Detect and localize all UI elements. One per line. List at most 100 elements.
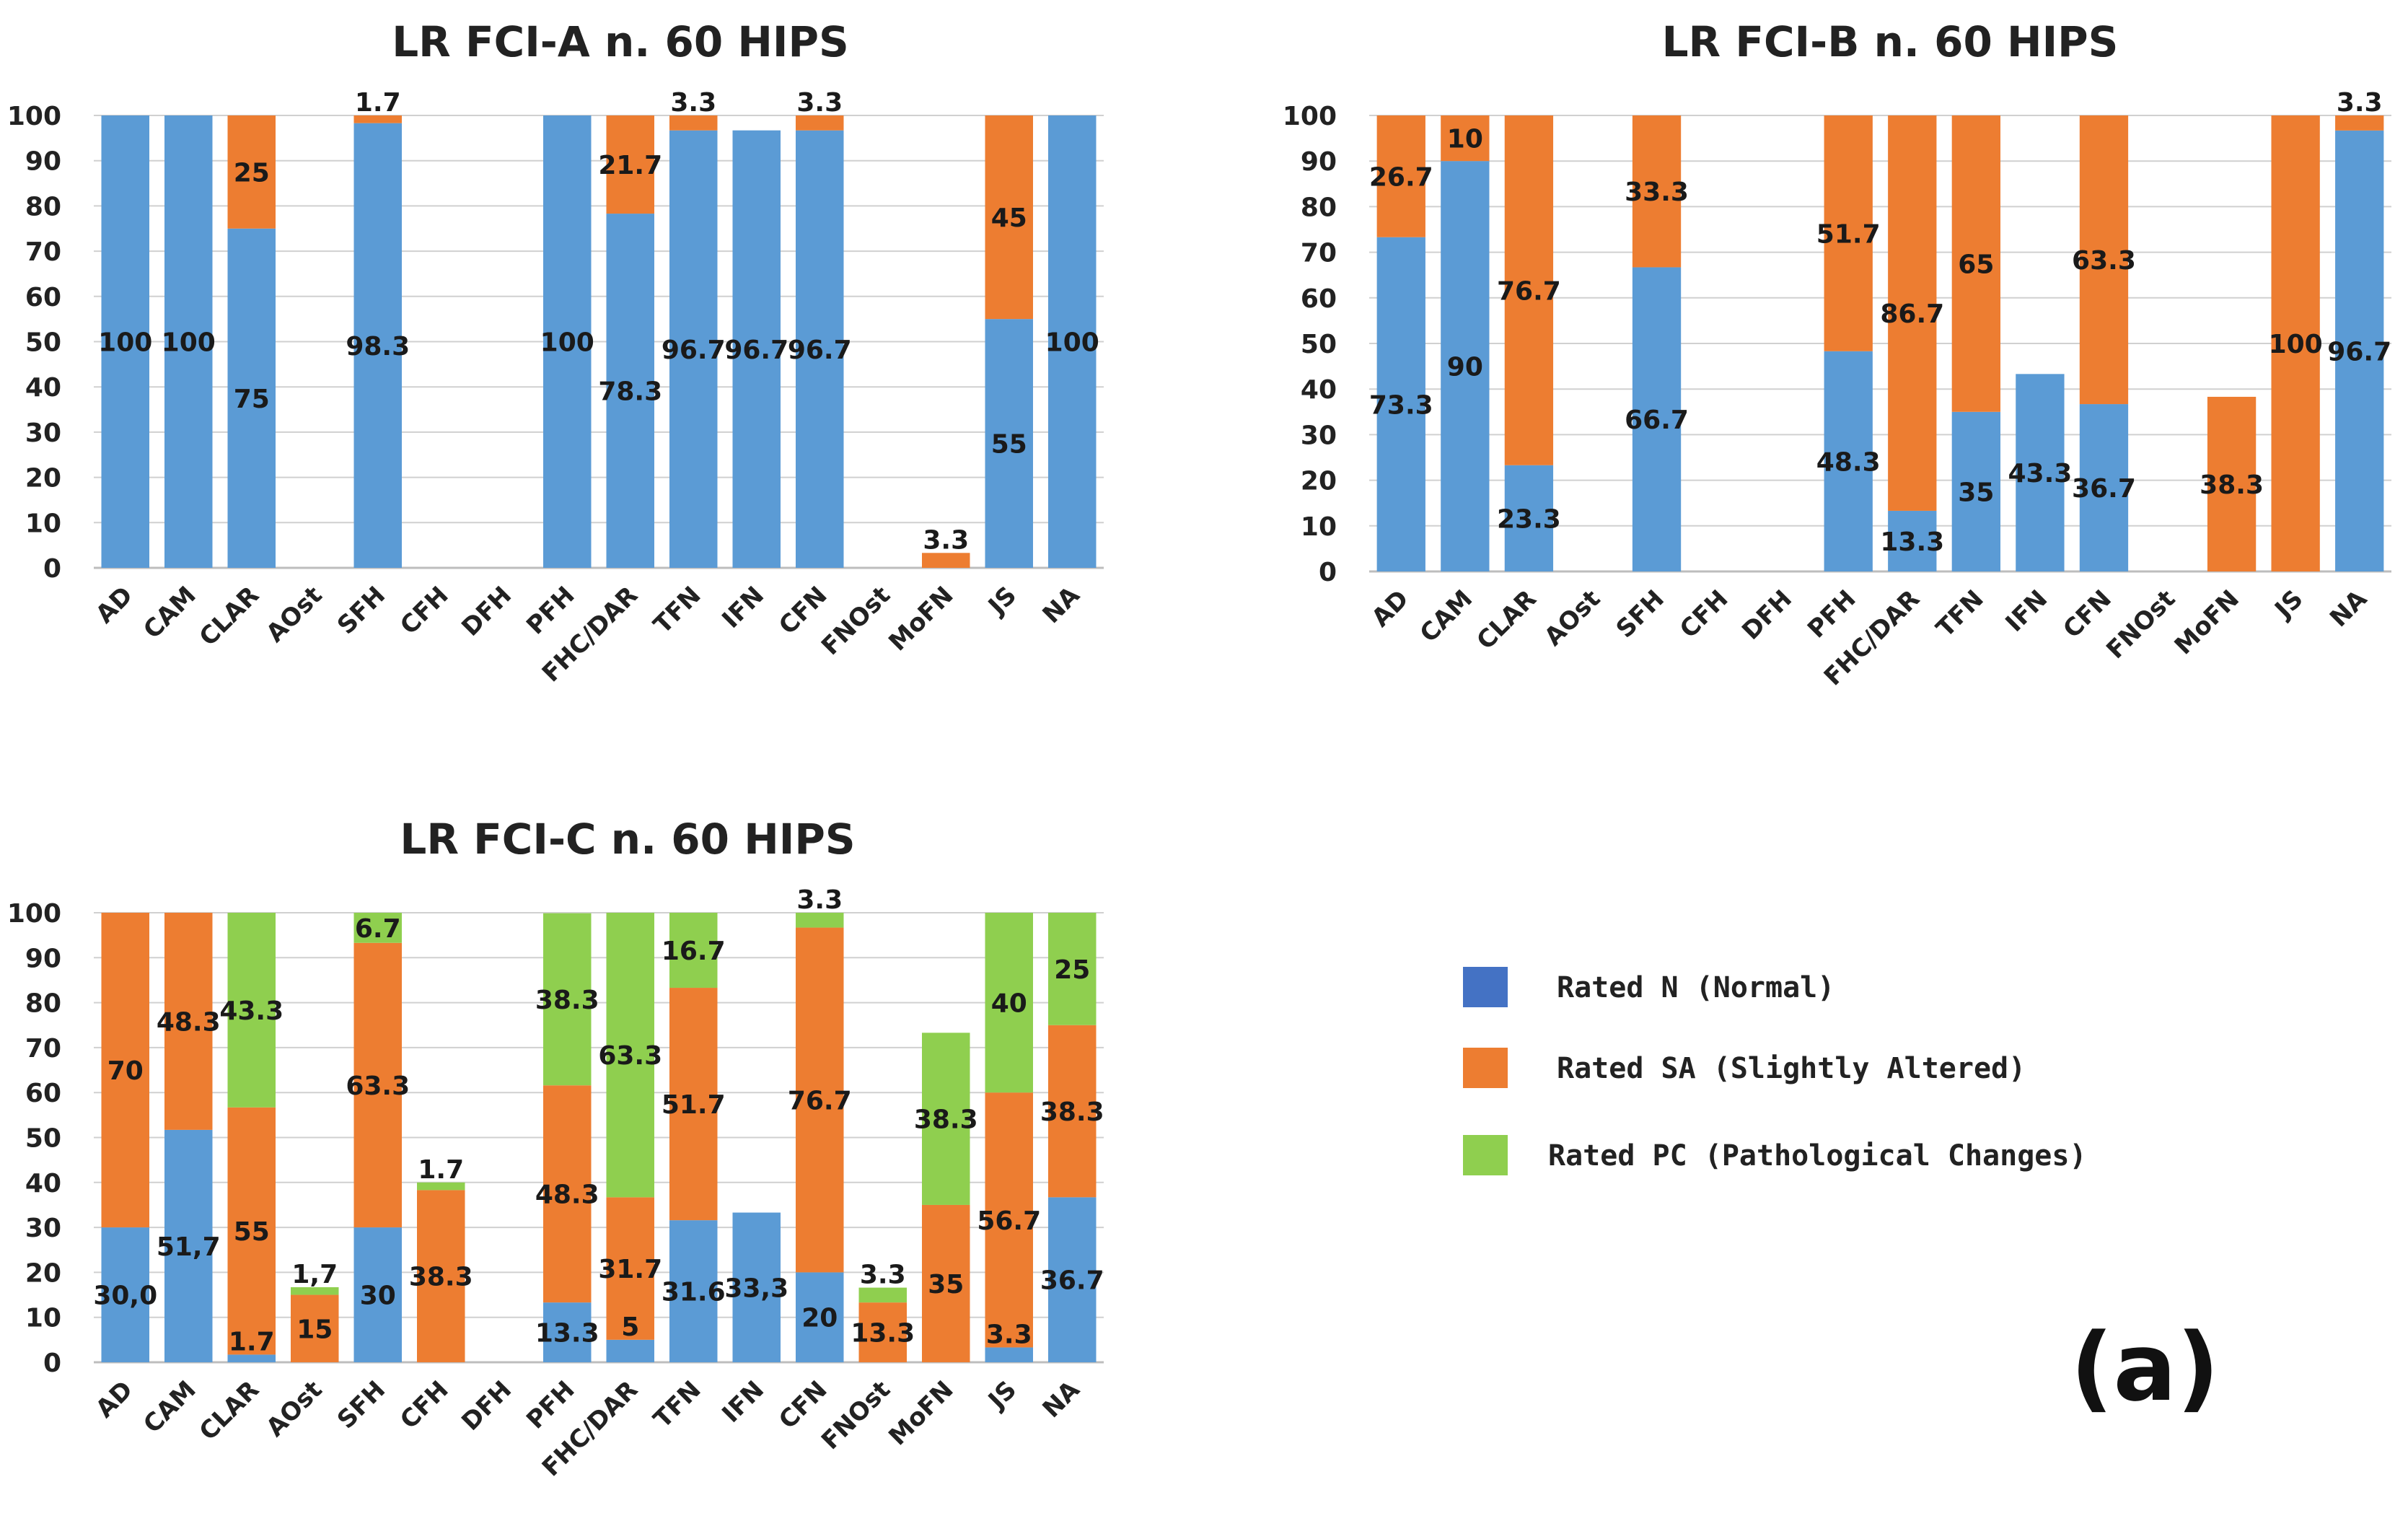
data-label-na-n: 100 [1045,328,1099,358]
bar-cfn-pc [796,913,844,928]
data-label-ad-n: 30,0 [93,1281,157,1311]
x-tick-label: IFN [716,581,770,634]
data-label-clar-n: 75 [234,385,270,414]
data-label-js-n: 3.3 [986,1320,1032,1349]
bar-tfn-n [669,1220,718,1362]
y-tick-label: 10 [25,509,61,538]
bar-ad-sa [101,913,149,1228]
data-label-cfn-n: 20 [801,1304,838,1333]
bar-cam-n [164,115,213,568]
bar-sfh-n [353,1227,402,1362]
y-tick-label: 10 [25,1304,61,1333]
legend-label-normal: Rated N (Normal) [1557,971,1834,1004]
x-tick-label: SFH [1611,584,1670,644]
x-tick-label: SFH [332,581,391,640]
chart-lr-fci-b: LR FCI-B n. 60 HIPS 0 10 20 30 40 50 60 70 80 90 10… [1283,17,2391,691]
bar-ad-n [101,1227,149,1362]
y-tick-label: 20 [25,1258,61,1288]
y-tick-label: 70 [25,1034,61,1064]
data-label-js-n: 55 [991,430,1027,460]
x-tick-label: FNOst [816,1375,896,1455]
y-tick-label: 0 [1319,558,1337,587]
data-label-fhc-dar-pc: 63.3 [598,1041,662,1071]
data-label-mofn-sa: 35 [928,1270,964,1299]
x-tick-label: CAM [1415,584,1478,648]
bar-js-sa [985,1092,1033,1348]
data-label-aost-pc: 1,7 [291,1260,338,1289]
bar-tfn-pc [669,913,718,989]
y-tick-label: 100 [7,899,61,929]
data-label-tfn-n: 96.7 [662,336,726,365]
data-label-ifn-n: 43.3 [2008,459,2072,488]
bar-cfn-n [2079,404,2129,571]
data-label-fnost-sa: 13.3 [851,1319,915,1349]
x-tick-label: JS [982,1375,1022,1416]
data-label-ad-n: 100 [98,328,152,358]
bar-ad-sa [1376,115,1425,237]
data-label-js-sa: 100 [2269,330,2323,359]
bar-tfn-sa [1951,115,2000,412]
x-tick-label: CLAR [194,581,265,652]
x-tick-label: CFN [2057,584,2117,644]
legend: Rated N (Normal) Rated SA (Slightly Alte… [1463,967,2087,1175]
data-label-fnost-pc: 3.3 [860,1261,906,1290]
data-label-tfn-n: 35 [1958,478,1994,507]
x-tick-label: CFH [395,581,454,640]
data-label-cfn-n: 36.7 [2072,474,2136,504]
data-label-cfn-pc: 3.3 [796,885,843,915]
bar-na-sa [1048,1025,1097,1198]
bar-cfn-sa [796,927,844,1273]
x-tick-label: IFN [2000,584,2053,638]
figure-label: (a) [2070,1312,2220,1422]
data-label-sfh-pc: 6.7 [355,914,401,944]
y-tick-label: 10 [1301,512,1337,542]
data-label-clar-sa: 76.7 [1497,276,1561,306]
y-tick-label: 60 [25,283,61,312]
bar-cam-sa [164,913,213,1130]
legend-swatch-slightly-altered [1463,1048,1508,1088]
data-label-ad-sa: 70 [107,1056,144,1086]
bar-clar-sa [227,115,276,229]
data-label-cam-sa: 48.3 [157,1007,221,1037]
bar-fhc-dar-n [1888,510,1937,571]
data-label-pfh-sa: 48.3 [535,1180,599,1210]
data-label-clar-n: 1.7 [229,1327,275,1356]
y-tick-label: 30 [25,418,61,448]
x-tick-label: CFN [773,581,832,640]
data-label-ifn-n: 33,3 [724,1274,788,1303]
x-tick-label: TFN [648,581,706,639]
chart-title: LR FCI-A n. 60 HIPS [392,17,849,66]
y-tick-label: 50 [25,328,61,358]
y-tick-label: 20 [1301,467,1337,496]
x-tick-label: FNOst [816,581,896,661]
x-tick-label: NA [1037,1375,1086,1424]
legend-label-slightly-altered: Rated SA (Slightly Altered) [1557,1052,2026,1085]
data-label-fhc-dar-n: 78.3 [598,377,662,407]
data-label-tfn-sa: 65 [1958,250,1994,279]
bar-fhc-dar-n [606,214,654,568]
y-tick-label: 70 [1301,239,1337,268]
bar-mofn-sa [2207,396,2257,571]
data-label-cam-n: 90 [1447,353,1483,382]
bar-sfh-pc [353,913,402,943]
bar-cfn-n [796,130,844,569]
bar-fhc-dar-pc [606,913,654,1198]
bar-sfh-sa [1632,115,1682,268]
bar-cam-sa [1441,115,1490,162]
data-label-sfh-sa: 33.3 [1625,177,1689,207]
x-tick-label: CAM [138,581,201,644]
data-label-tfn-pc: 16.7 [662,937,726,966]
data-label-js-pc: 40 [991,989,1027,1019]
legend-swatch-pathological-changes [1463,1135,1508,1175]
x-tick-label: PFH [521,581,580,640]
data-label-clar-sa: 55 [234,1217,270,1247]
data-label-cam-n: 100 [162,328,216,358]
bar-js-n [985,319,1033,568]
data-label-cam-n: 51,7 [157,1232,221,1262]
data-label-sfh-sa: 1.7 [355,88,401,118]
bar-fhc-dar-sa [1888,115,1937,511]
data-label-tfn-sa: 51.7 [662,1090,726,1120]
data-label-cfn-sa: 3.3 [796,88,843,118]
data-label-sfh-sa: 63.3 [346,1071,410,1101]
bar-tfn-n [1951,411,2000,571]
